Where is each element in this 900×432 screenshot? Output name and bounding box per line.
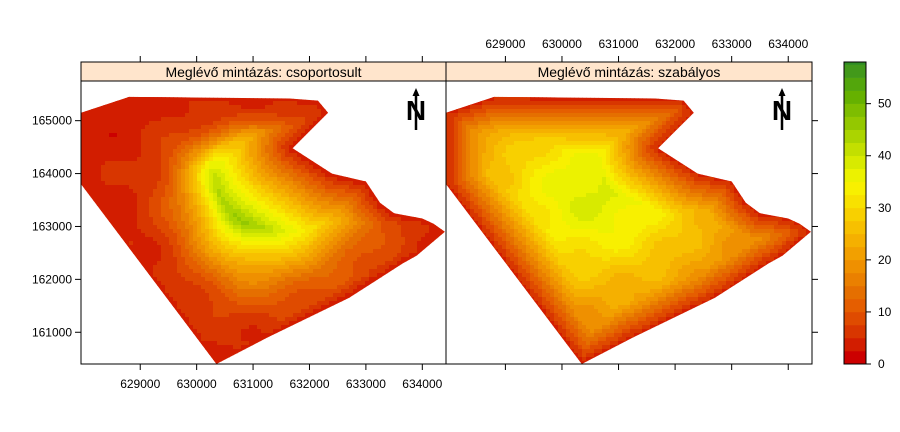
colorbar-swatch-18 [844,117,866,130]
colorbar-tick-label-3: 30 [878,201,892,215]
colorbar-swatch-19 [844,104,866,117]
colorbar-swatch-8 [844,247,866,260]
x-tick-label-top-3: 632000 [655,37,695,51]
colorbar-swatch-6 [844,273,866,286]
panel-title-1: Meglévő mintázás: csoportosult [165,64,361,80]
colorbar-swatch-9 [844,234,866,247]
colorbar-swatch-3 [844,312,866,325]
x-tick-label-bottom-5: 634000 [402,377,442,391]
colorbar-swatch-2 [844,325,866,338]
colorbar-swatch-1 [844,338,866,351]
x-tick-label-bottom-1: 630000 [177,377,217,391]
colorbar-tick-label-1: 10 [878,305,892,319]
colorbar-swatch-4 [844,299,866,312]
y-tick-label-3: 164000 [32,167,72,181]
x-tick-label-bottom-4: 633000 [346,377,386,391]
colorbar-swatch-20 [844,91,866,104]
colorbar-swatch-21 [844,78,866,91]
colorbar-tick-label-0: 0 [878,357,885,371]
x-tick-label-top-0: 629000 [485,37,525,51]
x-tick-label-top-1: 630000 [542,37,582,51]
colorbar-swatch-17 [844,130,866,143]
x-tick-label-bottom-3: 632000 [289,377,329,391]
north-arrow-2: N [772,88,792,130]
north-arrow-1: N [406,88,426,130]
colorbar-tick-label-2: 20 [878,253,892,267]
panel-title-2: Meglévő mintázás: szabályos [538,64,721,80]
x-tick-label-bottom-0: 629000 [120,377,160,391]
colorbar-swatch-10 [844,221,866,234]
north-label-2: N [772,95,792,126]
north-label-1: N [406,95,426,126]
colorbar-swatch-15 [844,156,866,169]
colorbar-swatch-11 [844,208,866,221]
colorbar-swatch-14 [844,169,866,182]
colorbar-swatch-13 [844,182,866,195]
colorbar-tick-label-5: 50 [878,97,892,111]
x-tick-label-top-4: 633000 [712,37,752,51]
x-tick-label-top-5: 634000 [768,37,808,51]
colorbar-swatch-7 [844,260,866,273]
colorbar-swatch-5 [844,286,866,299]
y-tick-label-2: 163000 [32,219,72,233]
colorbar-swatch-22 [844,65,866,78]
x-tick-label-top-2: 631000 [599,37,639,51]
y-tick-label-1: 162000 [32,272,72,286]
colorbar-swatch-0 [844,351,866,364]
colorbar-swatch-16 [844,143,866,156]
x-tick-label-bottom-2: 631000 [233,377,273,391]
y-tick-label-4: 165000 [32,114,72,128]
colorbar-tick-label-4: 40 [878,149,892,163]
y-tick-label-0: 161000 [32,325,72,339]
colorbar-swatch-12 [844,195,866,208]
